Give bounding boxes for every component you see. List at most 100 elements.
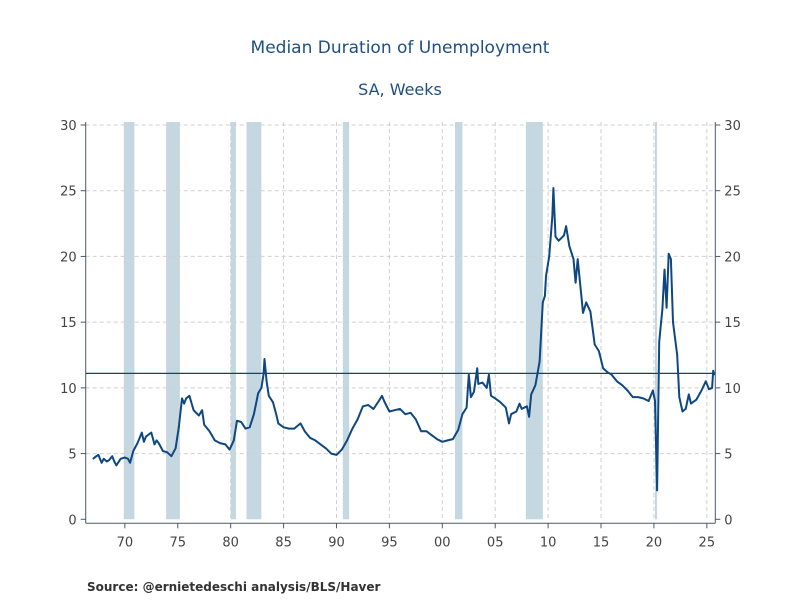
data-point <box>367 404 369 406</box>
data-point <box>288 428 290 430</box>
y-tick-label-left: 10 <box>60 382 77 397</box>
data-point <box>111 455 113 457</box>
data-point <box>452 438 454 440</box>
data-point <box>108 459 110 461</box>
data-point <box>530 393 532 396</box>
data-point <box>670 258 672 260</box>
data-point <box>457 429 459 431</box>
data-point <box>598 350 600 352</box>
data-point <box>335 454 338 456</box>
data-point <box>515 410 517 413</box>
data-point <box>642 397 644 399</box>
data-point <box>577 258 579 260</box>
data-point <box>708 388 710 390</box>
x-tick-label: 00 <box>434 535 451 550</box>
data-point <box>466 406 468 409</box>
y-tick-label-left: 5 <box>68 448 76 463</box>
data-point <box>266 380 268 382</box>
data-point <box>490 395 492 397</box>
data-point <box>621 384 623 386</box>
data-point <box>658 341 660 343</box>
data-point <box>158 442 160 444</box>
x-tick-label: 75 <box>169 535 186 550</box>
data-point <box>97 454 99 456</box>
data-point <box>201 409 203 411</box>
data-point <box>661 308 663 310</box>
data-point <box>510 413 512 415</box>
data-point <box>153 443 156 445</box>
data-point <box>602 367 604 369</box>
y-tick-label-right: 0 <box>724 513 732 528</box>
series-line <box>92 187 716 492</box>
data-point <box>394 409 396 411</box>
data-point <box>668 253 670 255</box>
data-point <box>558 240 560 242</box>
data-point <box>113 460 115 463</box>
y-tick-label-right: 20 <box>724 250 741 265</box>
x-tick-label: 95 <box>381 535 398 550</box>
data-point <box>183 403 185 405</box>
chart-title: Median Duration of Unemployment <box>250 38 550 58</box>
data-point <box>589 311 592 313</box>
recession-band <box>342 122 350 520</box>
x-tick-label: 85 <box>275 535 292 550</box>
data-point <box>568 245 570 247</box>
recession-band <box>246 122 262 520</box>
data-point <box>542 301 544 304</box>
data-point <box>268 395 270 397</box>
data-point <box>554 236 557 238</box>
data-point <box>115 464 117 467</box>
data-point <box>129 462 131 464</box>
x-tick-label: 10 <box>540 535 557 550</box>
data-point <box>420 430 422 432</box>
x-tick-label: 70 <box>117 535 134 550</box>
data-point <box>632 396 634 398</box>
data-point <box>690 403 692 405</box>
data-point <box>544 295 546 297</box>
recession-band <box>123 122 135 520</box>
data-point <box>663 268 666 271</box>
data-point <box>120 458 122 460</box>
data-point <box>198 414 200 417</box>
data-point <box>219 442 221 444</box>
data-point <box>672 321 674 323</box>
data-point <box>362 405 364 407</box>
data-point <box>606 371 608 373</box>
data-point <box>685 408 687 410</box>
data-point <box>611 374 613 376</box>
data-point <box>357 418 359 421</box>
data-point <box>521 408 523 410</box>
data-point <box>637 396 639 398</box>
data-point <box>499 401 502 403</box>
data-point <box>526 405 528 407</box>
y-tick-label-right: 10 <box>724 382 741 397</box>
data-point <box>193 409 195 411</box>
data-point <box>539 360 541 363</box>
chart-subtitle: SA, Weeks <box>358 80 442 99</box>
data-point <box>582 312 584 314</box>
data-point <box>581 301 583 304</box>
data-point <box>95 455 97 457</box>
data-point <box>304 430 306 432</box>
data-point <box>711 387 713 389</box>
data-point <box>705 380 707 382</box>
x-tick-label: 90 <box>328 535 345 550</box>
data-point <box>616 380 618 382</box>
data-point <box>299 422 302 424</box>
data-point <box>141 431 143 434</box>
recession-band <box>230 122 236 520</box>
data-point <box>494 397 496 399</box>
data-point <box>143 441 145 443</box>
data-point <box>399 408 401 410</box>
x-tick-label: 05 <box>487 535 504 550</box>
y-tick-label-right: 15 <box>724 316 741 331</box>
data-point <box>175 447 177 449</box>
data-point <box>572 258 575 260</box>
data-point <box>476 367 478 369</box>
data-point <box>648 400 650 402</box>
data-point <box>470 396 472 398</box>
y-tick-label-right: 25 <box>724 185 741 200</box>
data-point <box>325 447 327 449</box>
data-point <box>528 416 530 418</box>
